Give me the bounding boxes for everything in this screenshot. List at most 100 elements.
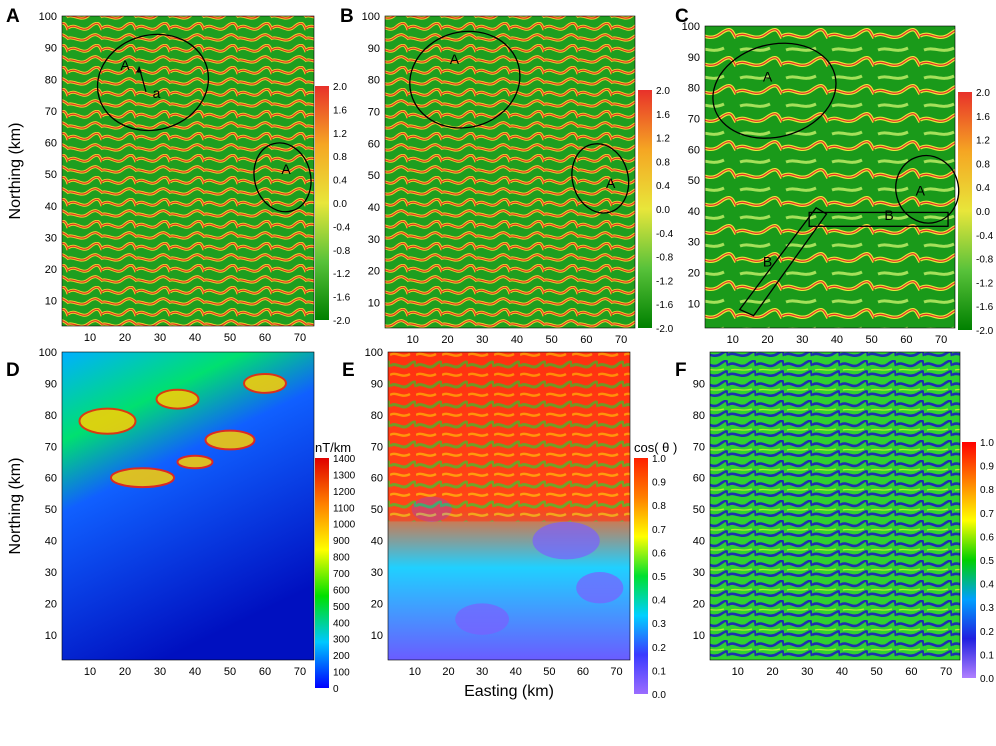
colorbar-tick-label: 1400 bbox=[333, 454, 356, 465]
x-tick-label: 30 bbox=[476, 334, 488, 346]
lineament-texture bbox=[388, 352, 630, 522]
annotation-label: B bbox=[763, 253, 772, 269]
colorbar-tick-label: 0.1 bbox=[652, 666, 666, 677]
y-tick-label: 90 bbox=[45, 43, 57, 55]
y-tick-label: 60 bbox=[45, 138, 57, 150]
colorbar-tick-label: 900 bbox=[333, 536, 350, 547]
colorbar-tick-label: 2.0 bbox=[976, 88, 990, 99]
annotation-label: a bbox=[153, 85, 161, 101]
colorbar-tick-label: -0.8 bbox=[656, 253, 674, 264]
panel-a: A 10 20 30 40 50 60 70 10 20 30 40 50 60 70 80 90 100 Nort… bbox=[6, 6, 351, 344]
colorbar-tick-label: 0.4 bbox=[333, 176, 347, 187]
colorbar-tick-label: 400 bbox=[333, 618, 350, 629]
colorbar-tick-label: 1.2 bbox=[333, 129, 347, 140]
colorbar-tick-label: 1.6 bbox=[976, 112, 990, 123]
x-tick-label: 20 bbox=[441, 334, 453, 346]
x-axis-label: Easting (km) bbox=[464, 683, 554, 700]
plot-frame bbox=[387, 351, 631, 661]
panel-letter: F bbox=[675, 360, 687, 381]
x-tick-label: 70 bbox=[935, 334, 947, 346]
annotation-arrowhead bbox=[136, 66, 142, 73]
highlight-ellipse bbox=[712, 42, 837, 139]
panel-f: F 10 20 30 40 50 60 70 10 20 30 40 50 60 70 80 90 1.0 0.9 0… bbox=[675, 351, 994, 685]
panel-c: C 10 20 30 40 50 60 70 10 20 30 40 50 60 70 80 90 100 2.0 1… bbox=[675, 6, 994, 346]
y-tick-label: 60 bbox=[693, 473, 705, 485]
panel-letter: A bbox=[6, 6, 20, 27]
colorbar bbox=[315, 458, 329, 688]
panel-letter: C bbox=[675, 6, 689, 27]
y-tick-label: 70 bbox=[371, 441, 383, 453]
colorbar-tick-label: -1.2 bbox=[656, 276, 674, 287]
x-tick-label: 40 bbox=[836, 666, 848, 678]
x-tick-label: 70 bbox=[615, 334, 627, 346]
colorbar-tick-label: 600 bbox=[333, 585, 350, 596]
y-tick-label: 90 bbox=[45, 378, 57, 390]
highlight-ellipse bbox=[895, 154, 960, 224]
colorbar-tick-label: 0.4 bbox=[980, 580, 994, 591]
colorbar-tick-label: 0 bbox=[333, 684, 339, 695]
y-tick-label: 30 bbox=[693, 567, 705, 579]
y-tick-label: 90 bbox=[688, 52, 700, 64]
colorbar-tick-label: 0.3 bbox=[980, 603, 994, 614]
colorbar-tick-label: -0.4 bbox=[976, 231, 994, 242]
x-tick-label: 40 bbox=[189, 332, 201, 344]
x-tick-label: 10 bbox=[84, 332, 96, 344]
highlight-ellipse bbox=[96, 33, 210, 132]
y-tick-label: 80 bbox=[368, 75, 380, 87]
low-cos-region bbox=[455, 603, 509, 635]
y-axis-label: Northing (km) bbox=[7, 458, 24, 555]
y-tick-label: 70 bbox=[688, 113, 700, 125]
x-tick-label: 50 bbox=[224, 666, 236, 678]
panel-letter: B bbox=[340, 6, 354, 27]
x-tick-label: 70 bbox=[294, 666, 306, 678]
x-tick-label: 10 bbox=[727, 334, 739, 346]
highlight-ellipse bbox=[253, 142, 312, 213]
annotation-label: A bbox=[606, 175, 616, 191]
colorbar-tick-label: 0.5 bbox=[980, 556, 994, 567]
x-tick-label: 50 bbox=[871, 666, 883, 678]
colorbar-tick-label: 0.0 bbox=[980, 674, 994, 685]
colorbar-tick-label: 1.0 bbox=[652, 454, 666, 465]
y-tick-label: 60 bbox=[688, 144, 700, 156]
x-tick-label: 10 bbox=[84, 666, 96, 678]
y-tick-label: 80 bbox=[693, 410, 705, 422]
colorbar-tick-label: 700 bbox=[333, 569, 350, 580]
colorbar-tick-label: -2.0 bbox=[333, 316, 351, 327]
x-tick-label: 60 bbox=[900, 334, 912, 346]
map-image bbox=[705, 26, 955, 328]
y-tick-label: 20 bbox=[371, 598, 383, 610]
x-tick-label: 40 bbox=[511, 334, 523, 346]
colorbar-tick-label: 0.4 bbox=[656, 181, 670, 192]
y-tick-label: 20 bbox=[693, 598, 705, 610]
map-image bbox=[710, 352, 960, 660]
x-tick-label: 70 bbox=[610, 666, 622, 678]
y-tick-label: 80 bbox=[371, 410, 383, 422]
colorbar-tick-label: 0.6 bbox=[652, 548, 666, 559]
colorbar bbox=[315, 86, 329, 320]
colorbar-unit: cos( θ ) bbox=[634, 440, 677, 455]
colorbar-tick-label: -1.2 bbox=[976, 278, 994, 289]
plot-frame bbox=[704, 25, 956, 329]
x-tick-label: 30 bbox=[154, 332, 166, 344]
x-tick-label: 40 bbox=[510, 666, 522, 678]
x-tick-label: 70 bbox=[940, 666, 952, 678]
y-tick-label: 60 bbox=[45, 473, 57, 485]
colorbar-tick-label: 0.3 bbox=[652, 619, 666, 630]
colorbar-tick-label: -2.0 bbox=[976, 326, 994, 337]
colorbar-tick-label: 1200 bbox=[333, 487, 356, 498]
map-image bbox=[62, 16, 314, 326]
x-tick-label: 10 bbox=[732, 666, 744, 678]
colorbar-tick-label: 1.2 bbox=[656, 134, 670, 145]
y-tick-label: 100 bbox=[365, 347, 383, 359]
colorbar-tick-label: 0.1 bbox=[980, 650, 994, 661]
y-tick-label: 90 bbox=[693, 378, 705, 390]
annotation-label: A bbox=[281, 161, 291, 177]
colorbar-tick-label: 300 bbox=[333, 635, 350, 646]
colorbar-tick-label: 0.6 bbox=[980, 532, 994, 543]
colorbar-tick-label: -2.0 bbox=[656, 324, 674, 335]
x-tick-label: 30 bbox=[801, 666, 813, 678]
plot-frame bbox=[709, 351, 961, 661]
x-tick-label: 70 bbox=[294, 332, 306, 344]
zone-b-polygon bbox=[738, 206, 828, 317]
colorbar-tick-label: -1.2 bbox=[333, 269, 351, 280]
